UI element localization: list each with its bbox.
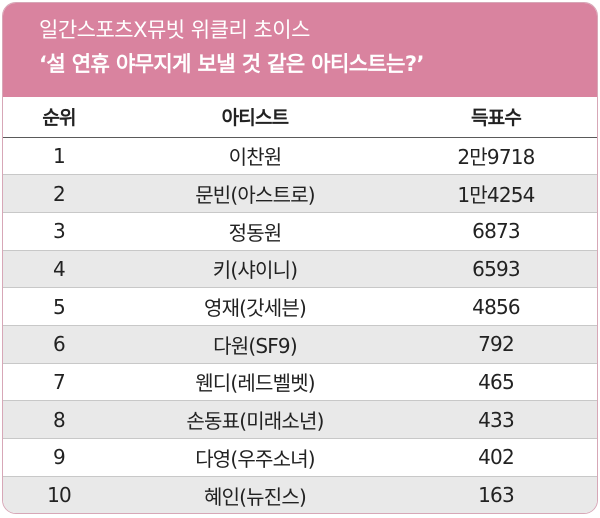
table-row: 1 이찬원 2만9718 bbox=[3, 137, 597, 175]
header-title: 일간스포츠X뮤빗 위클리 초이스 bbox=[39, 18, 310, 42]
table-row: 9 다영(우주소녀) 402 bbox=[3, 438, 597, 477]
table-row: 8 손동표(미래소년) 433 bbox=[3, 400, 597, 439]
table-row: 7 웬디(레드벨벳) 465 bbox=[3, 363, 597, 401]
artist-cell: 혜인(뉴진스) bbox=[203, 484, 307, 509]
rank-cell: 7 bbox=[53, 369, 66, 394]
table-body: 1 이찬원 2만9718 2 문빈(아스트로) 1만4254 3 정동원 6873 4 키(샤이니)… bbox=[3, 137, 597, 513]
artist-cell: 이찬원 bbox=[228, 145, 283, 170]
header-row: 순위 아티스트 득표수 bbox=[3, 97, 597, 138]
artist-cell: 정동원 bbox=[228, 220, 283, 245]
votes-cell: 2만9718 bbox=[457, 145, 535, 170]
table-row: 3 정동원 6873 bbox=[3, 212, 597, 251]
rank-cell: 1 bbox=[53, 143, 66, 168]
table-row: 6 다원(SF9) 792 bbox=[3, 325, 597, 364]
rank-cell: 8 bbox=[53, 407, 66, 432]
rank-cell: 9 bbox=[53, 445, 66, 470]
table-row: 5 영재(갓세븐) 4856 bbox=[3, 287, 597, 326]
artist-cell: 문빈(아스트로) bbox=[195, 183, 315, 208]
table-row: 2 문빈(아스트로) 1만4254 bbox=[3, 174, 597, 213]
votes-cell: 6873 bbox=[472, 219, 521, 244]
votes-cell: 465 bbox=[478, 369, 515, 394]
votes-cell: 4856 bbox=[472, 294, 521, 319]
rank-cell: 4 bbox=[53, 256, 66, 281]
artist-cell: 다원(SF9) bbox=[213, 333, 298, 358]
artist-cell: 영재(갓세븐) bbox=[203, 296, 307, 321]
column-header-artist: 아티스트 bbox=[115, 97, 395, 138]
artist-cell: 손동표(미래소년) bbox=[186, 409, 324, 434]
table-row: 10 혜인(뉴진스) 163 bbox=[3, 476, 597, 513]
artist-cell: 웬디(레드벨벳) bbox=[195, 371, 315, 396]
rank-cell: 10 bbox=[47, 483, 72, 508]
rank-cell: 2 bbox=[53, 181, 66, 206]
votes-cell: 163 bbox=[478, 483, 515, 508]
rank-cell: 6 bbox=[53, 332, 66, 357]
artist-cell: 키(샤이니) bbox=[212, 258, 298, 283]
votes-cell: 792 bbox=[478, 332, 515, 357]
column-header-rank: 순위 bbox=[3, 97, 115, 138]
votes-cell: 402 bbox=[478, 445, 515, 470]
ranking-table: 순위 아티스트 득표수 1 이찬원 2만9718 2 문빈(아스트로) 1만4254 3 정동… bbox=[3, 97, 597, 513]
artist-cell: 다영(우주소녀) bbox=[195, 446, 315, 471]
votes-cell: 6593 bbox=[472, 256, 521, 281]
header-banner: 일간스포츠X뮤빗 위클리 초이스 ‘설 연휴 야무지게 보낼 것 같은 아티스트… bbox=[3, 3, 597, 97]
header-question: ‘설 연휴 야무지게 보낼 것 같은 아티스트는?’ bbox=[39, 52, 424, 76]
column-header-votes: 득표수 bbox=[395, 97, 597, 138]
rank-cell: 3 bbox=[53, 219, 66, 244]
votes-cell: 1만4254 bbox=[457, 183, 535, 208]
votes-cell: 433 bbox=[478, 407, 515, 432]
table-header: 순위 아티스트 득표수 bbox=[3, 97, 597, 138]
table-row: 4 키(샤이니) 6593 bbox=[3, 250, 597, 288]
rank-cell: 5 bbox=[53, 294, 66, 319]
